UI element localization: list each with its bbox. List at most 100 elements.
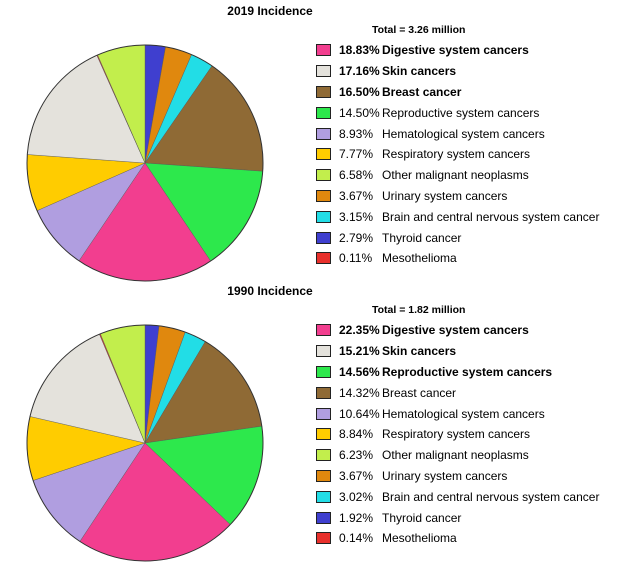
legend-label: Respiratory system cancers [382,427,531,442]
legend-percent: 0.11% [339,251,373,266]
legend-percent: 8.84% [339,427,374,442]
legend-label: Breast cancer [382,385,457,400]
legend-swatch [316,428,331,441]
legend-item: 6.23% Other malignant neoplasms [316,445,599,466]
legend-swatch [316,511,331,524]
legend-swatch [316,490,331,503]
pie-chart [26,44,264,282]
legend-item: 3.67% Urinary system cancers [316,186,599,207]
legend-swatch [316,44,331,57]
legend-percent: 10.64% [339,406,380,421]
legend-label: Reproductive system cancers [382,105,540,120]
legend-percent: 3.67% [339,468,374,483]
legend-label: Urinary system cancers [382,468,508,483]
legend-item: 14.32% Breast cancer [316,382,599,403]
legend-percent: 3.15% [339,209,374,224]
legend-item: 14.56% Reproductive system cancers [316,362,599,383]
legend-item: 8.84% Respiratory system cancers [316,424,599,445]
legend-label: Digestive system cancers [382,323,529,338]
legend-label: Other malignant neoplasms [382,168,529,183]
legend-swatch [316,252,331,265]
chart-panel-2019: 2019 Incidence Total = 3.26 million 18.8… [26,4,599,282]
legend-label: Thyroid cancer [382,510,462,525]
chart-title: 2019 Incidence [227,4,313,18]
legend-label: Breast cancer [382,84,462,99]
legend-swatch [316,365,331,378]
legend-item: 17.16% Skin cancers [316,61,599,82]
legend-swatch [316,386,331,399]
legend-percent: 16.50% [339,84,380,99]
legend-label: Digestive system cancers [382,43,529,58]
legend-swatch [316,65,331,78]
legend-label: Other malignant neoplasms [382,448,529,463]
legend-percent: 14.56% [339,364,380,379]
legend-percent: 6.58% [339,168,374,183]
legend-label: Skin cancers [382,344,457,359]
legend: 18.83% Digestive system cancers 17.16% Skin… [316,40,599,269]
legend-percent: 2.79% [339,230,374,245]
legend-item: 3.02% Brain and central nervous system ca… [316,486,599,507]
legend-label: Hematological system cancers [382,406,545,421]
legend-percent: 15.21% [339,344,380,359]
legend-percent: 8.93% [339,126,374,141]
legend-percent: 14.32% [339,385,380,400]
legend-item: 22.35% Digestive system cancers [316,320,599,341]
legend-label: Skin cancers [382,64,457,79]
legend-swatch [316,127,331,140]
chart-subtitle: Total = 3.26 million [372,24,466,36]
legend-label: Brain and central nervous system cancer [382,489,600,504]
legend-percent: 22.35% [339,323,380,338]
chart-panel-1990: 1990 Incidence Total = 1.82 million 22.3… [0,280,620,564]
legend-swatch [316,85,331,98]
legend-percent: 18.83% [339,43,380,58]
legend-item: 3.15% Brain and central nervous system ca… [316,206,599,227]
legend-percent: 3.02% [339,489,374,504]
legend-swatch [316,407,331,420]
legend-item: 18.83% Digestive system cancers [316,40,599,61]
pie-chart [26,324,264,562]
legend-label: Respiratory system cancers [382,147,531,162]
chart-subtitle: Total = 1.82 million [372,304,466,316]
legend-swatch [316,469,331,482]
legend-percent: 6.23% [339,448,374,463]
pie-outline [26,44,264,282]
legend: 22.35% Digestive system cancers 15.21% Skin… [316,320,599,549]
legend-label: Hematological system cancers [382,126,545,141]
legend-swatch [316,189,331,202]
legend-label: Mesothelioma [382,251,457,266]
chart-title: 1990 Incidence [227,284,313,298]
legend-percent: 17.16% [339,64,380,79]
legend-item: 8.93% Hematological system cancers [316,123,599,144]
legend-label: Reproductive system cancers [382,364,553,379]
legend-item: 1.92% Thyroid cancer [316,507,599,528]
legend-item: 14.50% Reproductive system cancers [316,102,599,123]
legend-item: 0.14% Mesothelioma [316,528,599,549]
legend-swatch [316,345,331,358]
pie-outline [26,324,264,562]
legend-percent: 3.67% [339,188,374,203]
legend-item: 6.58% Other malignant neoplasms [316,165,599,186]
legend-item: 15.21% Skin cancers [316,341,599,362]
legend-label: Mesothelioma [382,531,457,546]
legend-item: 7.77% Respiratory system cancers [316,144,599,165]
legend-item: 3.67% Urinary system cancers [316,466,599,487]
legend-swatch [316,231,331,244]
legend-swatch [316,449,331,462]
legend-percent: 7.77% [339,147,374,162]
legend-percent: 1.92% [339,510,374,525]
legend-swatch [316,148,331,161]
legend-swatch [316,210,331,223]
legend-swatch [316,532,331,545]
legend-swatch [316,169,331,182]
legend-percent: 14.50% [339,105,380,120]
legend-swatch [316,106,331,119]
legend-label: Thyroid cancer [382,230,462,245]
legend-item: 16.50% Breast cancer [316,82,599,103]
legend-swatch [316,324,331,337]
legend-percent: 0.14% [339,531,374,546]
legend-item: 10.64% Hematological system cancers [316,403,599,424]
legend-item: 0.11% Mesothelioma [316,248,599,269]
legend-item: 2.79% Thyroid cancer [316,227,599,248]
legend-label: Brain and central nervous system cancer [382,209,600,224]
legend-label: Urinary system cancers [382,188,508,203]
